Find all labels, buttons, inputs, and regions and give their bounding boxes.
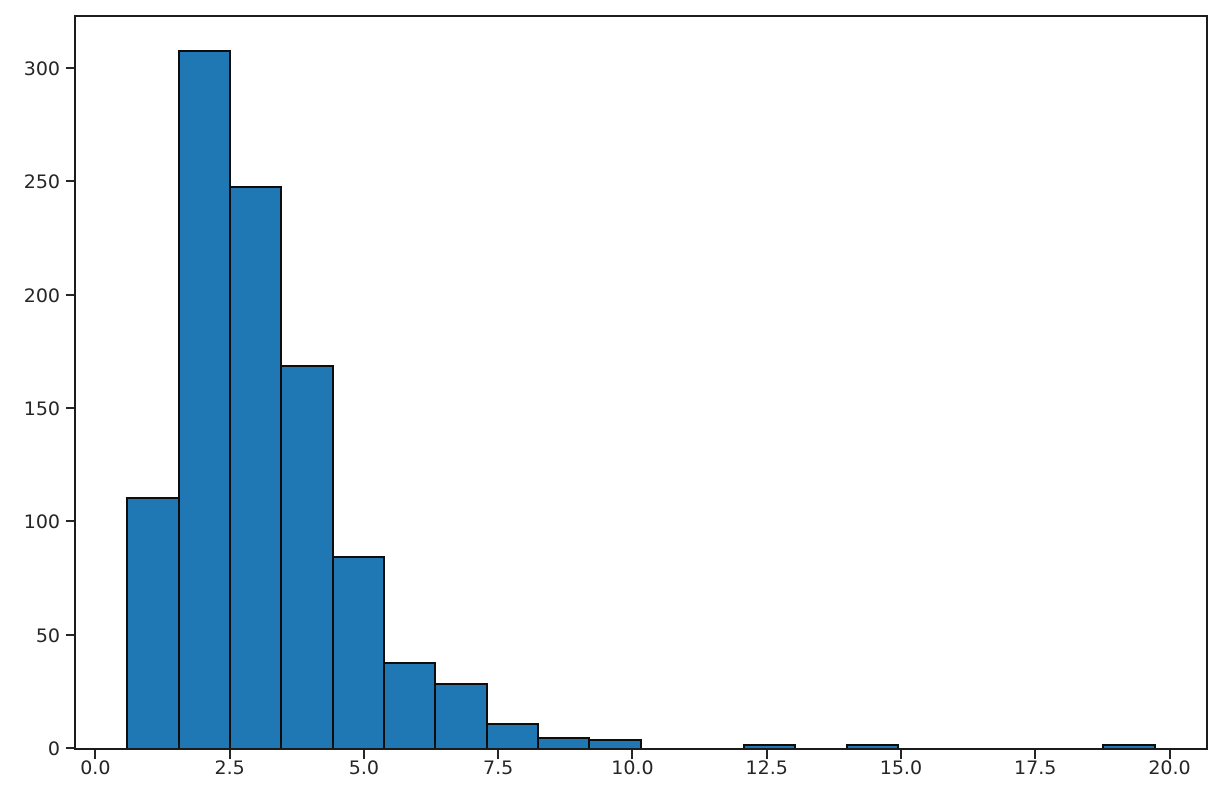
x-axis-tick bbox=[497, 750, 500, 759]
histogram-bar bbox=[845, 743, 899, 748]
x-tick-label: 17.5 bbox=[1014, 757, 1057, 779]
x-axis-tick bbox=[1168, 750, 1171, 759]
x-tick-label: 5.0 bbox=[348, 757, 379, 779]
y-tick-label: 300 bbox=[23, 57, 60, 80]
y-tick-label: 0 bbox=[47, 738, 60, 760]
histogram-bar bbox=[331, 555, 386, 748]
y-axis-tick bbox=[66, 747, 74, 749]
y-tick-label: 100 bbox=[23, 511, 60, 534]
x-axis-tick bbox=[899, 750, 902, 759]
histogram-bar bbox=[1102, 743, 1156, 748]
y-axis-tick bbox=[66, 520, 74, 523]
y-axis-tick bbox=[66, 180, 74, 183]
histogram-bar bbox=[280, 365, 334, 748]
histogram-bar bbox=[383, 662, 437, 748]
y-tick-label: 200 bbox=[23, 284, 60, 307]
x-axis-tick bbox=[1034, 750, 1037, 759]
histogram-bar bbox=[126, 496, 180, 748]
x-tick-label: 10.0 bbox=[611, 757, 654, 779]
x-axis-tick bbox=[765, 750, 768, 759]
x-tick-label: 20.0 bbox=[1148, 757, 1191, 779]
y-axis-tick bbox=[66, 406, 74, 409]
y-axis-tick bbox=[66, 66, 74, 69]
x-tick-label: 7.5 bbox=[482, 757, 514, 779]
histogram-bar bbox=[177, 49, 232, 748]
x-axis-tick bbox=[362, 750, 365, 759]
x-tick-label: 12.5 bbox=[745, 757, 788, 779]
y-tick-label: 150 bbox=[23, 397, 60, 420]
x-tick-label: 15.0 bbox=[879, 757, 923, 779]
y-axis-tick bbox=[66, 293, 74, 296]
y-tick-label: 50 bbox=[35, 624, 60, 647]
histogram-bar bbox=[537, 736, 591, 748]
x-tick-label: 0.0 bbox=[80, 757, 111, 779]
x-tick-label: 2.5 bbox=[214, 757, 245, 779]
histogram-bar bbox=[742, 743, 797, 748]
x-axis-tick bbox=[94, 750, 97, 759]
histogram-bar bbox=[485, 723, 540, 748]
x-axis-tick bbox=[631, 750, 634, 759]
y-tick-label: 250 bbox=[23, 171, 60, 194]
histogram-bar bbox=[434, 682, 488, 748]
plot-area: 0.0 2.5 5.0 7.5 10.0 12.5 15.0 17.5 20.0 0 50 100 15… bbox=[24, 15, 1208, 779]
histogram-bar bbox=[588, 739, 642, 748]
y-axis-tick bbox=[66, 633, 74, 636]
histogram-bar bbox=[229, 185, 283, 748]
x-axis-tick bbox=[228, 750, 231, 759]
